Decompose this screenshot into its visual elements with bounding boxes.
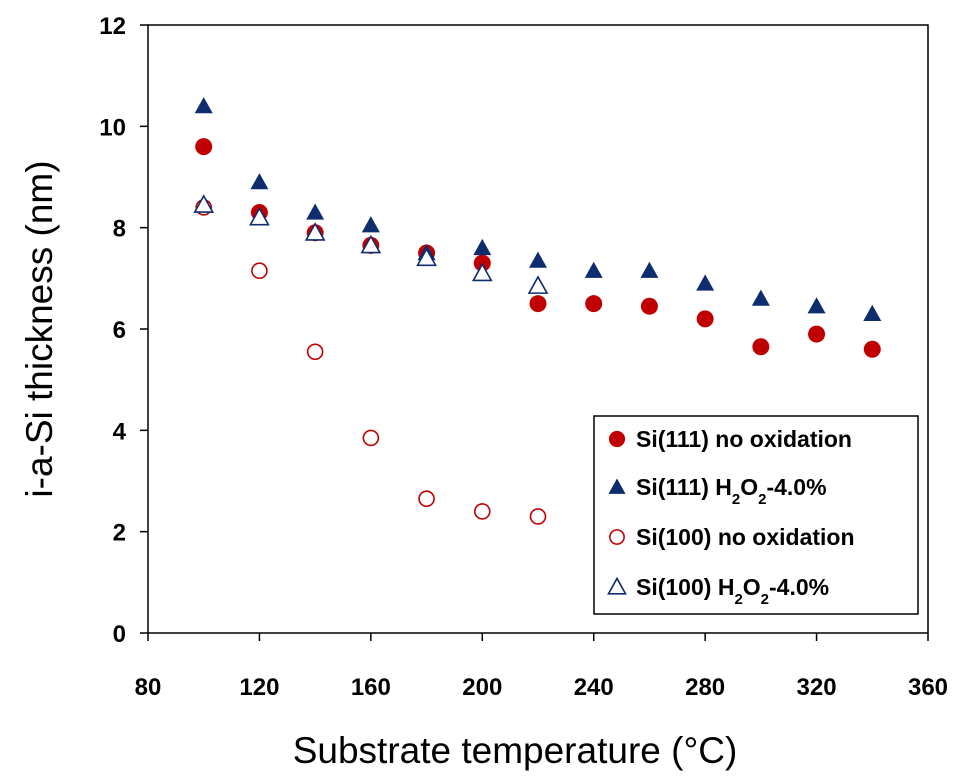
y-axis-title: i-a-Si thickness (nm) [19,160,60,497]
x-tick-label: 240 [574,674,614,701]
x-tick-label: 120 [239,674,279,701]
data-point [863,304,882,321]
legend-label-part: O [740,474,758,500]
legend-marker [608,430,626,448]
legend-subscript: 2 [758,491,766,508]
data-point [808,325,826,343]
data-point [529,508,547,525]
y-tick-label: 4 [113,418,127,445]
legend-item: Si(111) H2O2-4.0% [608,474,827,508]
data-point [751,289,770,306]
series-1 [195,138,881,358]
legend-label: Si(111) H2O2-4.0% [636,474,827,508]
legend-item: Si(100) no oxidation [609,524,855,550]
x-tick-label: 200 [462,674,502,701]
data-point [473,238,492,256]
legend-label-part: Si(100) H [636,574,734,600]
data-point [640,261,659,278]
data-point [584,261,603,278]
data-point [306,343,324,361]
legend-marker [608,478,626,494]
x-tick-label: 360 [908,674,948,701]
legend-label-part: Si(111) no oxidation [636,426,852,452]
data-point [249,206,270,226]
legend-item: Si(100) H2O2-4.0% [607,574,829,608]
data-point [194,97,213,114]
data-point [361,216,380,233]
series-4 [193,194,549,294]
data-point [696,310,714,328]
data-point [418,490,435,508]
data-point [416,247,437,267]
y-tick-label: 8 [113,216,126,243]
legend-marker [607,576,627,595]
data-point [360,234,382,254]
legend-item: Si(111) no oxidation [608,426,852,452]
y-tick-label: 6 [113,317,126,344]
legend-label-part: -4.0% [769,574,829,600]
data-point [306,203,325,220]
data-point [193,194,215,213]
y-tick-label: 0 [113,621,126,648]
legend-label: Si(100) H2O2-4.0% [636,574,829,608]
legend-label-part: Si(100) no oxidation [636,524,855,550]
data-point [250,173,269,190]
data-point [473,503,491,520]
x-tick-label: 160 [351,674,391,701]
y-tick-label: 10 [99,114,126,141]
legend-subscript: 2 [732,491,740,508]
legend-label: Si(111) no oxidation [636,426,852,452]
data-point [529,295,547,313]
legend-box [593,415,919,615]
y-tick-label: 2 [113,520,126,547]
data-point [696,274,715,291]
x-axis-title: Substrate temperature (°C) [293,730,738,771]
y-tick-label: 12 [99,13,126,40]
data-point [807,297,826,314]
legend-label-part: O [743,574,761,600]
legend-label-part: Si(111) H [636,474,732,500]
legend-subscript: 2 [734,591,742,608]
data-point [471,262,493,282]
data-point [362,429,380,447]
data-point [304,222,326,241]
legend-label-part: -4.0% [766,474,826,500]
data-point [527,275,549,294]
legend-label: Si(100) no oxidation [636,524,855,550]
data-point [752,338,770,356]
data-point [863,340,881,358]
data-point [195,138,213,156]
x-tick-label: 80 [135,674,162,701]
data-point [251,262,268,280]
legend-subscript: 2 [761,591,769,608]
data-point [585,295,603,313]
data-point [640,297,658,315]
legend-marker [609,529,625,545]
x-tick-label: 280 [685,674,725,701]
data-point [529,251,547,268]
x-tick-label: 320 [797,674,837,701]
